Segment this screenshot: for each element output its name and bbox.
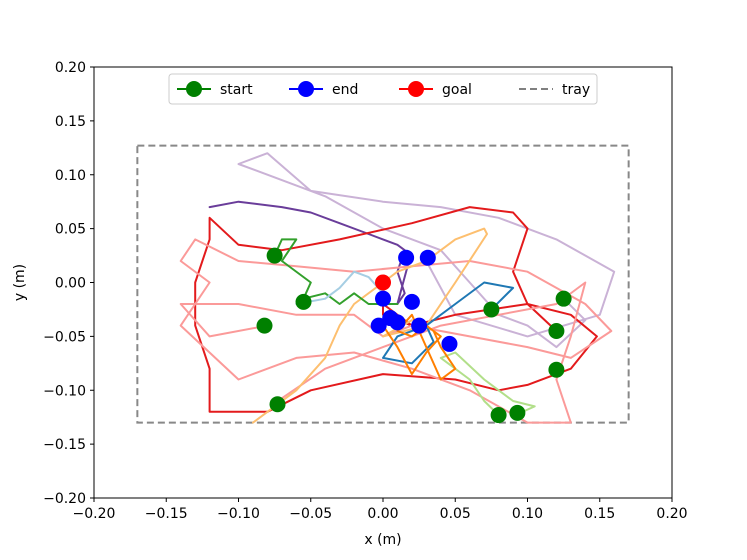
start-point-9 [555, 290, 572, 307]
y-tick-label: 0.15 [55, 114, 86, 130]
trajectory-line-8 [382, 281, 515, 365]
trajectory-line-4 [179, 238, 613, 424]
x-tick-label: −0.10 [217, 506, 260, 522]
y-tick-label: 0.20 [55, 60, 86, 76]
y-tick-label: −0.10 [43, 383, 86, 399]
legend-swatch-marker-end [298, 81, 314, 97]
x-tick-label: 0.00 [367, 506, 398, 522]
x-tick-label: 0.15 [584, 506, 615, 522]
trajectory-line-9 [439, 351, 536, 416]
end-point-2 [419, 249, 436, 266]
trajectory-line-3 [194, 206, 598, 413]
end-point-1 [398, 249, 415, 266]
x-tick-label: −0.20 [73, 506, 116, 522]
y-tick-label: 0.05 [55, 222, 86, 238]
start-point-2 [256, 317, 273, 334]
x-tick-label: 0.05 [440, 506, 471, 522]
trajectory-line-10 [382, 313, 457, 381]
legend-entry-end: end [289, 81, 358, 98]
start-point-5 [490, 407, 507, 424]
y-tick-label: −0.20 [43, 491, 86, 507]
x-tick-label: 0.20 [656, 506, 687, 522]
x-axis-label: x (m) [364, 532, 401, 548]
x-tick-label: −0.05 [289, 506, 332, 522]
y-tick-label: 0.10 [55, 168, 86, 184]
trajectory-line-2 [208, 200, 410, 305]
start-point-7 [548, 322, 565, 339]
legend-label-goal: goal [442, 82, 472, 98]
tray-layer [136, 144, 630, 424]
legend-entry-goal: goal [399, 81, 472, 98]
end-point-4 [403, 293, 420, 310]
start-point-10 [483, 301, 500, 318]
end-point-8 [441, 335, 458, 352]
legend-label-tray: tray [562, 82, 590, 98]
marker-layer [256, 247, 572, 424]
legend-label-start: start [220, 82, 253, 98]
legend-label-end: end [332, 82, 358, 98]
legend: start end goal tray [168, 73, 598, 105]
end-point-3 [375, 290, 391, 307]
end-point-9 [389, 314, 406, 331]
legend-swatch-marker-goal [408, 81, 424, 97]
end-point-6 [411, 317, 428, 334]
goal-point [375, 274, 391, 291]
start-point-3 [269, 396, 286, 413]
y-tick-label: 0.00 [55, 276, 86, 292]
y-tick-label: −0.15 [43, 437, 86, 453]
end-point-7 [370, 317, 387, 334]
start-point-4 [295, 293, 312, 310]
legend-entry-start: start [177, 81, 253, 98]
y-tick-label: −0.05 [43, 329, 86, 345]
legend-swatch-marker-start [186, 81, 202, 97]
legend-box [168, 73, 598, 105]
x-tick-label: 0.10 [512, 506, 543, 522]
start-point-6 [509, 404, 526, 421]
y-axis-label: y (m) [12, 264, 28, 301]
legend-entry-tray: tray [519, 82, 590, 98]
start-point-1 [266, 247, 283, 264]
trajectory-line-1 [237, 152, 616, 349]
tick-layer: −0.20 −0.15 −0.10 −0.05 0.00 0.05 0.10 0.15 0.20… [43, 60, 687, 522]
trajectory-line-6 [273, 238, 399, 305]
start-point-8 [548, 361, 565, 378]
tray-rectangle [136, 144, 630, 424]
x-tick-label: −0.15 [145, 506, 188, 522]
